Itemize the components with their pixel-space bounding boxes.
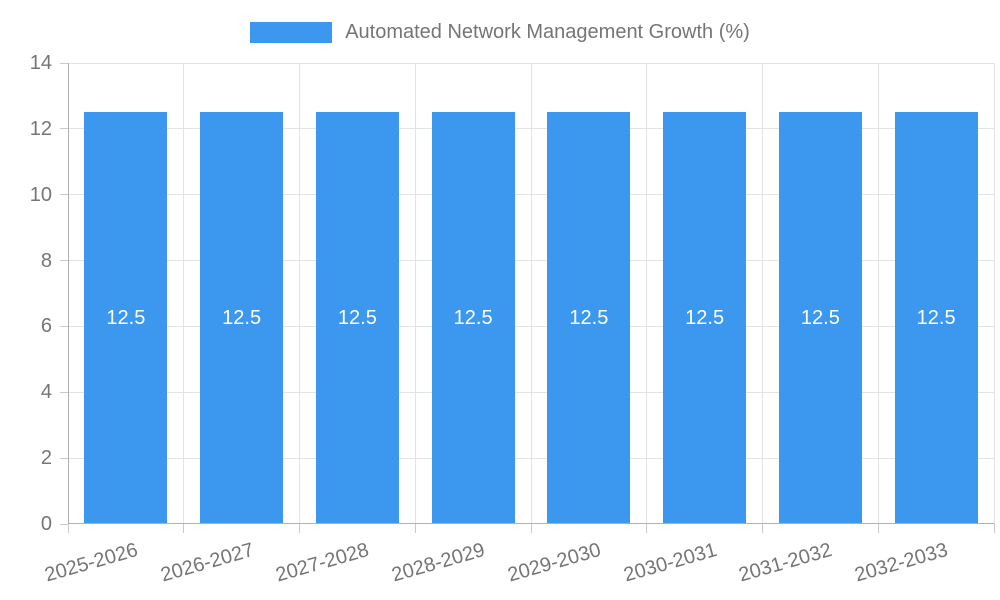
y-axis-tick <box>60 128 68 130</box>
y-axis-tick <box>60 523 68 525</box>
bar: 12.5 <box>315 112 399 524</box>
bar: 12.5 <box>778 112 862 524</box>
y-axis-tick <box>60 325 68 327</box>
legend-label: Automated Network Management Growth (%) <box>345 20 750 43</box>
y-tick-label: 8 <box>40 249 52 272</box>
gridline-vertical <box>530 63 532 524</box>
legend-swatch <box>250 21 333 43</box>
plot-area: 12.5 12.5 12.5 12.5 12.5 12.5 12.5 12.5 <box>60 62 995 533</box>
bar: 12.5 <box>894 112 978 524</box>
gridline-vertical <box>299 63 300 524</box>
y-tick-label: 6 <box>40 315 52 338</box>
y-tick-label: 14 <box>29 52 52 74</box>
bar: 12.5 <box>431 112 515 524</box>
gridline-vertical <box>877 63 879 524</box>
x-axis-tick <box>67 524 69 533</box>
x-axis-tick <box>299 524 300 533</box>
y-tick-label: 12 <box>29 117 52 140</box>
gridline-vertical <box>646 63 648 524</box>
bar: 12.5 <box>200 112 284 524</box>
bar-value-label: 12.5 <box>337 307 377 330</box>
x-axis-line <box>68 523 994 524</box>
x-axis-tick <box>762 524 763 533</box>
gridline-vertical <box>762 63 763 524</box>
x-axis-tick <box>993 524 995 533</box>
y-tick-label: 2 <box>40 447 52 470</box>
y-tick-label: 10 <box>29 183 52 206</box>
x-axis-tick <box>530 524 532 533</box>
x-axis-tick <box>646 524 648 533</box>
bar: 12.5 <box>663 112 747 524</box>
bar-value-label: 12.5 <box>800 307 840 330</box>
y-axis-tick <box>60 62 68 64</box>
bar-value-label: 12.5 <box>453 307 493 330</box>
y-axis-tick <box>60 260 68 262</box>
gridline-vertical <box>993 63 995 524</box>
chart-legend: Automated Network Management Growth (%) <box>0 20 1000 44</box>
x-axis-tick <box>183 524 185 533</box>
x-axis-tick <box>414 524 416 533</box>
bar-value-label: 12.5 <box>916 307 956 330</box>
bar-value-label: 12.5 <box>569 307 609 330</box>
x-axis-tick <box>877 524 879 533</box>
gridline-vertical <box>414 63 416 524</box>
y-axis-tick <box>60 194 68 196</box>
bar-value-label: 12.5 <box>106 307 146 330</box>
y-tick-label: 4 <box>40 381 52 404</box>
bar-value-label: 12.5 <box>222 307 262 330</box>
bar: 12.5 <box>84 112 168 524</box>
y-axis-tick <box>60 391 68 393</box>
y-tick-label: 0 <box>40 513 52 535</box>
gridline-vertical <box>183 63 185 524</box>
y-axis-line <box>68 63 69 524</box>
y-axis-tick <box>60 457 68 459</box>
bar: 12.5 <box>547 112 631 524</box>
bar-value-label: 12.5 <box>685 307 725 330</box>
